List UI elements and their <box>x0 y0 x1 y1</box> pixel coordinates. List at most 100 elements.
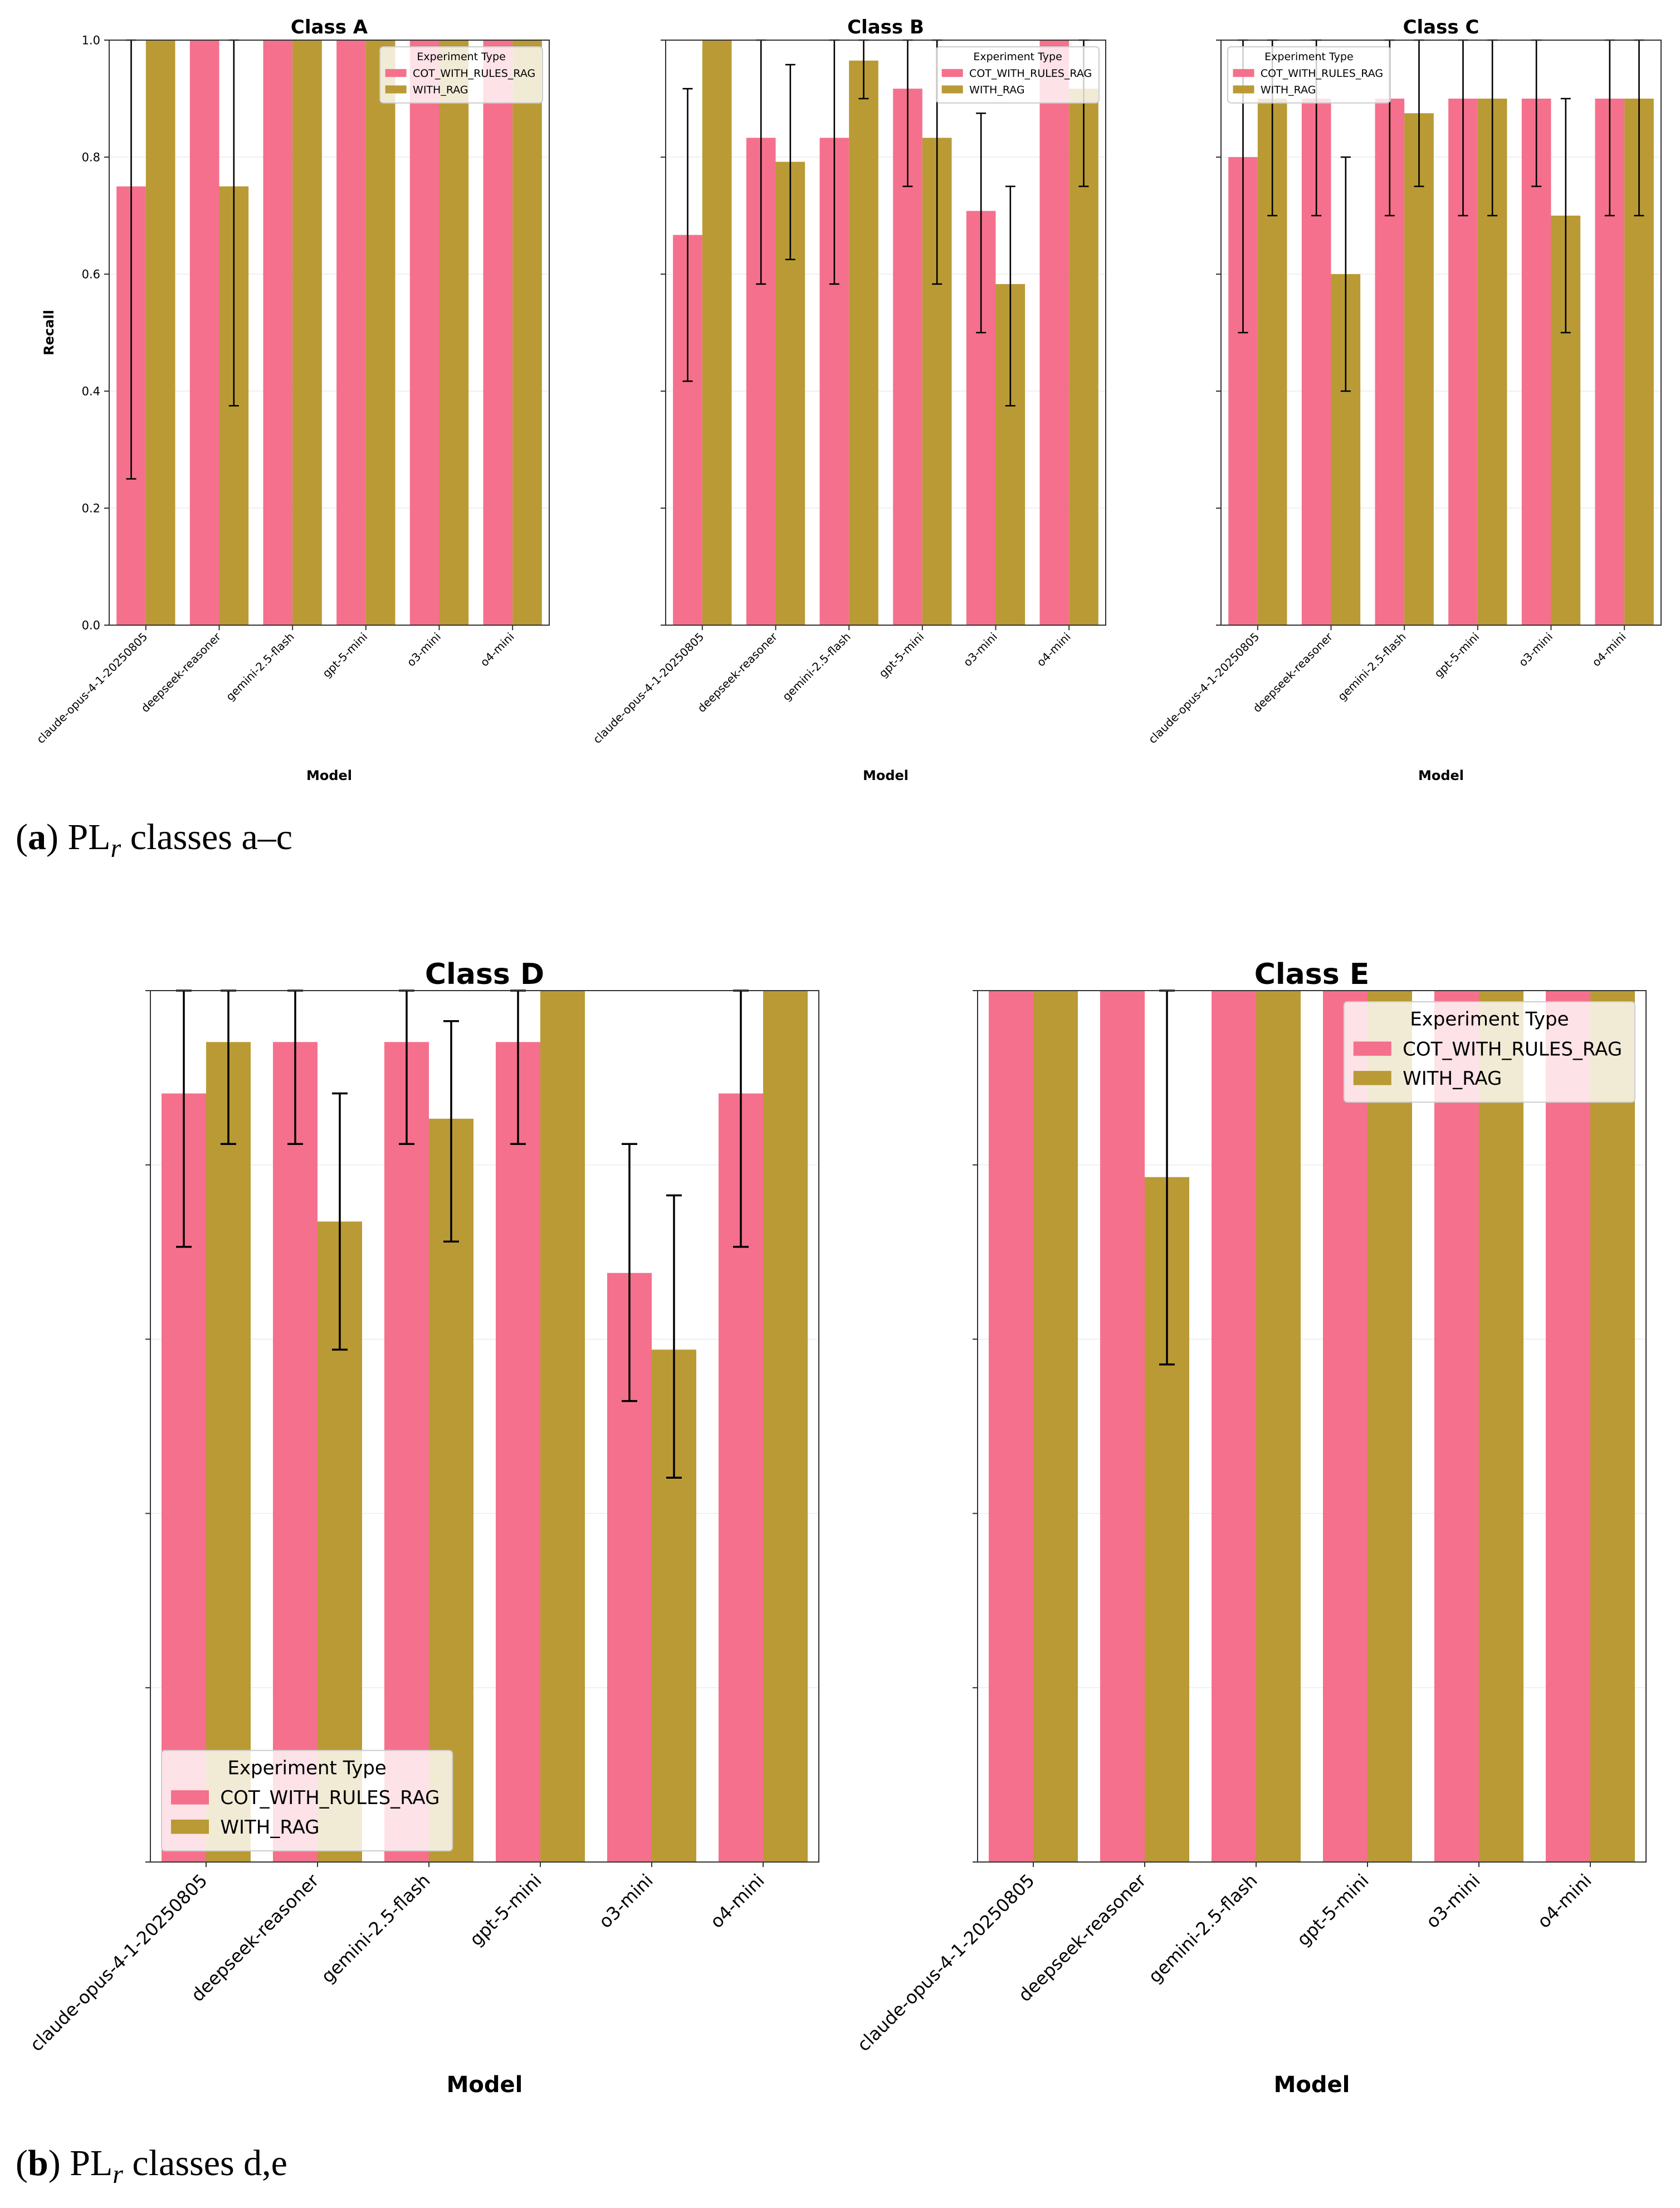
bar-cot-with-rules-rag <box>409 40 439 625</box>
legend-swatch <box>1233 85 1254 94</box>
legend-box <box>1227 46 1391 104</box>
error-bar <box>1340 156 1351 392</box>
legend: Experiment Type COT_WITH_RULES_RAG WITH_RA… <box>379 46 543 104</box>
bar-cot-with-rules-rag <box>1434 991 1479 1862</box>
x-tick-label: gemini-2.5-flash <box>1335 630 1409 704</box>
x-tick-label: gemini-2.5-flash <box>1144 1870 1262 1987</box>
bar-with-rag <box>1404 113 1434 625</box>
bar-cot-with-rules-rag <box>336 40 366 625</box>
x-tick-label: deepseek-reasoner <box>1250 630 1335 715</box>
x-tick-label: o4-mini <box>477 630 516 669</box>
legend-title: Experiment Type <box>973 51 1062 63</box>
x-tick-label: gpt-5-mini <box>1432 630 1482 680</box>
x-tick-label: o4-mini <box>706 1870 768 1932</box>
y-axis-label: Recall <box>41 310 57 355</box>
legend-swatch <box>171 1790 209 1805</box>
error-bar <box>332 1092 348 1351</box>
y-tick-label: 0.0 <box>82 618 100 632</box>
legend-title: Experiment Type <box>1410 1008 1569 1031</box>
bar-cot-with-rules-rag <box>384 1042 429 1862</box>
error-bar <box>682 87 693 382</box>
legend-title: Experiment Type <box>227 1757 386 1779</box>
plot-frame <box>665 40 1106 626</box>
legend-label: WITH_RAG <box>220 1816 319 1839</box>
x-tick-label: gemini-2.5-flash <box>780 630 853 704</box>
legend-label: WITH_RAG <box>1403 1068 1502 1090</box>
legend-box <box>936 46 1100 104</box>
chart-title: Class C <box>1403 16 1479 38</box>
legend-label: COT_WITH_RULES_RAG <box>413 67 535 80</box>
x-tick-label: gemini-2.5-flash <box>223 630 297 704</box>
bar-with-rag <box>540 991 585 1862</box>
legend: Experiment Type COT_WITH_RULES_RAG WITH_RA… <box>1227 46 1391 104</box>
error-bar <box>785 64 795 261</box>
x-axis-label: Model <box>447 2072 523 2098</box>
legend-label: WITH_RAG <box>413 84 468 96</box>
x-tick-label: o4-mini <box>1034 630 1073 669</box>
x-tick-label: claude-opus-4-1-20250805 <box>34 630 150 747</box>
bar-with-rag <box>763 991 808 1862</box>
x-tick-label: claude-opus-4-1-20250805 <box>26 1870 211 2055</box>
bar-cot-with-rules-rag <box>1212 991 1256 1862</box>
bar-cot-with-rules-rag <box>483 40 513 625</box>
x-axis-label: Model <box>863 768 909 783</box>
legend-label: COT_WITH_RULES_RAG <box>1261 67 1383 80</box>
legend-swatch <box>1353 1041 1391 1056</box>
bar-with-rag <box>1479 991 1523 1862</box>
bar-cot-with-rules-rag <box>263 40 293 625</box>
x-axis-label: Model <box>1418 768 1464 783</box>
caption-b: (b) PLr classes d,e <box>16 2143 287 2189</box>
x-tick-label: deepseek-reasoner <box>695 630 780 715</box>
x-tick-label: gpt-5-mini <box>320 630 370 680</box>
legend-swatch <box>1233 69 1254 77</box>
plot-frame <box>109 40 550 626</box>
chart-panel-class-b: claude-opus-4-1-20250805deepseek-reasone… <box>590 16 1106 783</box>
error-bar <box>622 1143 637 1402</box>
bar-cot-with-rules-rag <box>1546 991 1590 1862</box>
x-tick-label: o3-mini <box>594 1870 657 1932</box>
x-tick-label: o4-mini <box>1533 1870 1595 1932</box>
bar-cot-with-rules-rag <box>1323 991 1368 1862</box>
x-tick-label: gpt-5-mini <box>1293 1870 1373 1950</box>
chart-title: Class B <box>847 16 924 38</box>
legend-label: WITH_RAG <box>1261 84 1316 96</box>
plot-frame <box>1220 40 1662 626</box>
x-tick-label: gpt-5-mini <box>876 630 926 680</box>
legend-swatch <box>171 1819 209 1834</box>
chart-panel-class-e: claude-opus-4-1-20250805deepseek-reasone… <box>853 958 1647 2098</box>
chart-panel-class-a: 0.0 0.2 0.4 0.6 0.8 1.0 claude-opus-4-1-202508… <box>34 16 550 783</box>
x-tick-label: deepseek-reasoner <box>138 630 223 715</box>
x-tick-label: o4-mini <box>1589 630 1628 669</box>
x-tick-label: o3-mini <box>1516 630 1555 669</box>
legend-box <box>161 1749 453 1852</box>
legend-box <box>379 46 543 104</box>
x-axis-label: Model <box>1274 2072 1350 2098</box>
legend-swatch <box>941 69 963 77</box>
bar-cot-with-rules-rag <box>1100 991 1145 1862</box>
y-tick-label: 0.2 <box>82 501 100 515</box>
bar-with-rag <box>702 40 732 625</box>
legend-title: Experiment Type <box>417 51 505 63</box>
x-tick-label: deepseek-reasoner <box>187 1869 324 2006</box>
bar-cot-with-rules-rag <box>273 1042 318 1862</box>
legend-swatch <box>941 85 963 94</box>
x-tick-label: gpt-5-mini <box>466 1870 546 1950</box>
y-tick-label: 1.0 <box>82 33 100 47</box>
bar-cot-with-rules-rag <box>1039 40 1069 625</box>
error-bar <box>443 1020 459 1243</box>
x-tick-label: gemini-2.5-flash <box>317 1870 434 1987</box>
x-tick-label: o3-mini <box>404 630 443 669</box>
legend: Experiment Type COT_WITH_RULES_RAG WITH_RA… <box>936 46 1100 104</box>
bar-with-rag <box>1590 991 1635 1862</box>
error-bar <box>1005 186 1015 407</box>
legend-box <box>1343 1001 1635 1103</box>
legend-label: COT_WITH_RULES_RAG <box>969 67 1092 80</box>
plot-frame <box>150 990 819 1863</box>
bar-with-rag <box>292 40 322 625</box>
x-tick-label: claude-opus-4-1-20250805 <box>853 1870 1038 2055</box>
legend-title: Experiment Type <box>1264 51 1353 63</box>
bar-with-rag <box>849 60 878 625</box>
x-axis-label: Model <box>306 768 352 783</box>
chart-title: Class A <box>291 16 368 38</box>
